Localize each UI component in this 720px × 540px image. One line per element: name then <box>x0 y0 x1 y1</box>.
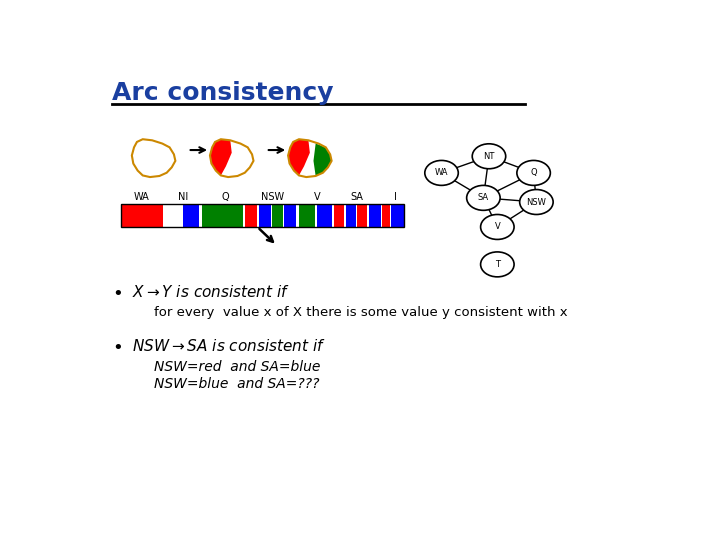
Bar <box>202 204 243 227</box>
Bar <box>334 204 344 227</box>
Text: •: • <box>112 339 123 357</box>
Text: NT: NT <box>483 152 495 161</box>
Text: Arc consistency: Arc consistency <box>112 82 334 105</box>
Bar <box>317 204 332 227</box>
Circle shape <box>481 252 514 277</box>
Text: for every  value x of X there is some value y consistent with x: for every value x of X there is some val… <box>154 306 568 319</box>
Bar <box>121 204 404 227</box>
Text: T: T <box>495 260 500 269</box>
Bar <box>346 204 356 227</box>
Circle shape <box>472 144 505 168</box>
Bar <box>245 204 258 227</box>
Bar <box>369 204 382 227</box>
Bar <box>392 204 404 227</box>
Bar <box>272 204 283 227</box>
Text: WA: WA <box>134 192 150 202</box>
Text: $X \rightarrow Y$ is consistent if: $X \rightarrow Y$ is consistent if <box>132 285 289 300</box>
Text: NSW: NSW <box>261 192 284 202</box>
Polygon shape <box>210 139 232 176</box>
Text: NSW: NSW <box>526 198 546 206</box>
Text: NSW=blue  and SA=???: NSW=blue and SA=??? <box>154 377 320 392</box>
Bar <box>121 204 163 227</box>
Text: V: V <box>314 192 320 202</box>
Circle shape <box>520 190 553 214</box>
Circle shape <box>517 160 550 185</box>
Bar <box>382 204 390 227</box>
Bar <box>258 204 271 227</box>
Text: SA: SA <box>478 193 489 202</box>
Bar <box>166 204 182 227</box>
Text: SA: SA <box>351 192 363 202</box>
Text: $NSW \rightarrow SA$ is consistent if: $NSW \rightarrow SA$ is consistent if <box>132 339 325 354</box>
Text: Q: Q <box>222 192 230 202</box>
Text: NI: NI <box>178 192 189 202</box>
Text: •: • <box>112 285 123 303</box>
Circle shape <box>425 160 459 185</box>
Bar <box>183 204 199 227</box>
Bar <box>299 204 315 227</box>
Bar <box>284 204 297 227</box>
Polygon shape <box>288 139 310 176</box>
Circle shape <box>467 185 500 210</box>
Polygon shape <box>313 144 332 176</box>
Text: Q: Q <box>531 168 537 178</box>
Text: NSW=red  and SA=blue: NSW=red and SA=blue <box>154 360 320 374</box>
Text: V: V <box>495 222 500 232</box>
Circle shape <box>481 214 514 239</box>
Text: I: I <box>395 192 397 202</box>
Bar <box>356 204 366 227</box>
Text: WA: WA <box>435 168 449 178</box>
